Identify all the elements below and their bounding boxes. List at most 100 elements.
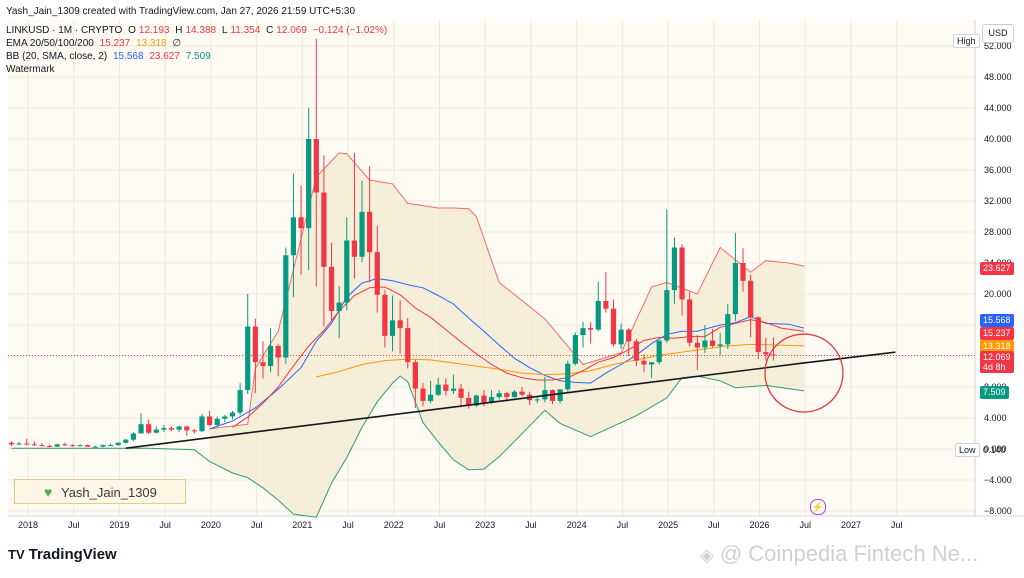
watermark-legend[interactable]: Watermark — [6, 64, 55, 75]
candle-body — [572, 335, 578, 364]
high-value: 14.388 — [185, 25, 217, 36]
x-tick-label: Jul — [891, 520, 903, 530]
y-tick-label: 28.000 — [984, 227, 1012, 237]
ema50-value: 13.318 — [136, 38, 167, 49]
candle-body — [298, 217, 304, 229]
open-label: O — [128, 25, 136, 36]
candle-body — [199, 416, 205, 432]
candle-body — [641, 360, 647, 365]
candle-body — [755, 317, 761, 353]
candle-body — [450, 388, 457, 391]
x-tick-label: 2021 — [292, 520, 312, 530]
candle-body — [717, 344, 723, 346]
candle-body — [504, 393, 510, 398]
candle-body — [664, 290, 670, 341]
ema-legend[interactable]: EMA 20/50/100/200 15.237 13.318 ∅ — [6, 38, 184, 49]
candle-body — [252, 326, 258, 363]
candle-body — [8, 442, 15, 445]
candle-body — [557, 389, 563, 401]
y-tick-label: 4.000 — [984, 413, 1007, 423]
candle-body — [16, 443, 22, 445]
candle-body — [176, 426, 182, 430]
created-by-line: Yash_Jain_1309 created with TradingView.… — [6, 6, 356, 17]
bb-legend[interactable]: BB (20, SMA, close, 2) 15.568 23.627 7.5… — [6, 51, 214, 62]
candle-body — [313, 139, 319, 193]
bb-label: BB (20, SMA, close, 2) — [6, 51, 108, 62]
candle-body — [420, 388, 426, 401]
currency-button[interactable]: USD — [982, 24, 1014, 43]
candle-body — [389, 320, 396, 336]
x-tick-label: 2022 — [384, 520, 404, 530]
candle-body — [770, 354, 777, 356]
candle-body — [260, 362, 266, 367]
x-tick-label: Jul — [159, 520, 171, 530]
candle-body — [47, 445, 53, 447]
candle-body — [428, 394, 434, 401]
candle-body — [466, 397, 472, 406]
lightning-icon[interactable]: ⚡ — [810, 499, 826, 515]
candle-body — [397, 320, 403, 329]
low-label: L — [221, 25, 228, 36]
candle-body — [161, 428, 167, 430]
candle-body — [39, 445, 45, 447]
candle-body — [565, 363, 571, 390]
candle-body — [626, 329, 632, 342]
candle-body — [763, 352, 769, 355]
x-tick-label: 2023 — [475, 520, 495, 530]
candle-body — [321, 192, 327, 267]
candle-body — [656, 340, 662, 363]
heart-icon: ♥ — [44, 484, 53, 500]
candle-body — [709, 340, 716, 346]
x-tick-label: Jul — [434, 520, 446, 530]
candle-body — [351, 240, 357, 257]
candle-body — [679, 247, 685, 300]
candle-body — [146, 424, 152, 433]
x-tick-label: Jul — [617, 520, 629, 530]
candle-body — [69, 445, 76, 447]
candle-body — [694, 342, 700, 348]
candle-body — [633, 341, 639, 361]
high-label: H — [175, 25, 183, 36]
candle-body — [588, 328, 594, 330]
candle-body — [123, 439, 129, 443]
countdown-value: 4d 8h — [983, 362, 1006, 372]
candle-body — [534, 399, 540, 401]
candle-body — [54, 444, 60, 447]
symbol-label[interactable]: LINKUSD · 1M · CRYPTO — [6, 25, 123, 36]
ema100-value: ∅ — [172, 38, 182, 49]
candle-body — [31, 444, 37, 446]
author-name: Yash_Jain_1309 — [61, 485, 157, 500]
candle-body — [458, 388, 464, 398]
bb-mid-line — [209, 277, 805, 430]
x-tick-label: 2024 — [567, 520, 587, 530]
candle-body — [488, 397, 495, 403]
x-tick-label: Jul — [251, 520, 263, 530]
candle-body — [740, 263, 746, 281]
candle-body — [207, 416, 213, 425]
x-tick-label: Jul — [799, 520, 811, 530]
highlight-circle — [764, 333, 844, 413]
badge-ema20: 15.237 — [980, 327, 1014, 340]
candle-body — [344, 240, 350, 303]
bb-upper-value: 23.627 — [149, 51, 180, 62]
candle-body — [648, 362, 655, 365]
x-tick-label: Jul — [68, 520, 80, 530]
y-tick-label: 52.000 — [984, 41, 1012, 51]
x-tick-label: 2020 — [201, 520, 221, 530]
candle-body — [748, 280, 754, 318]
candle-body — [222, 416, 228, 419]
candle-body — [100, 445, 106, 447]
candle-body — [435, 384, 441, 395]
badge-bb-upper: 23.627 — [980, 262, 1014, 275]
candle-body — [275, 345, 281, 358]
y-tick-label: 0.000 — [984, 444, 1007, 454]
candle-body — [725, 314, 731, 345]
bb-lower-value: 7.509 — [185, 51, 211, 62]
candle-body — [595, 300, 601, 330]
tradingview-logo[interactable]: TV TradingView — [8, 546, 117, 563]
last-price-value: 12.069 — [983, 352, 1011, 362]
coinpedia-watermark: ◈ @ Coinpedia Fintech Ne... — [700, 541, 978, 567]
support-trendline — [125, 362, 805, 450]
